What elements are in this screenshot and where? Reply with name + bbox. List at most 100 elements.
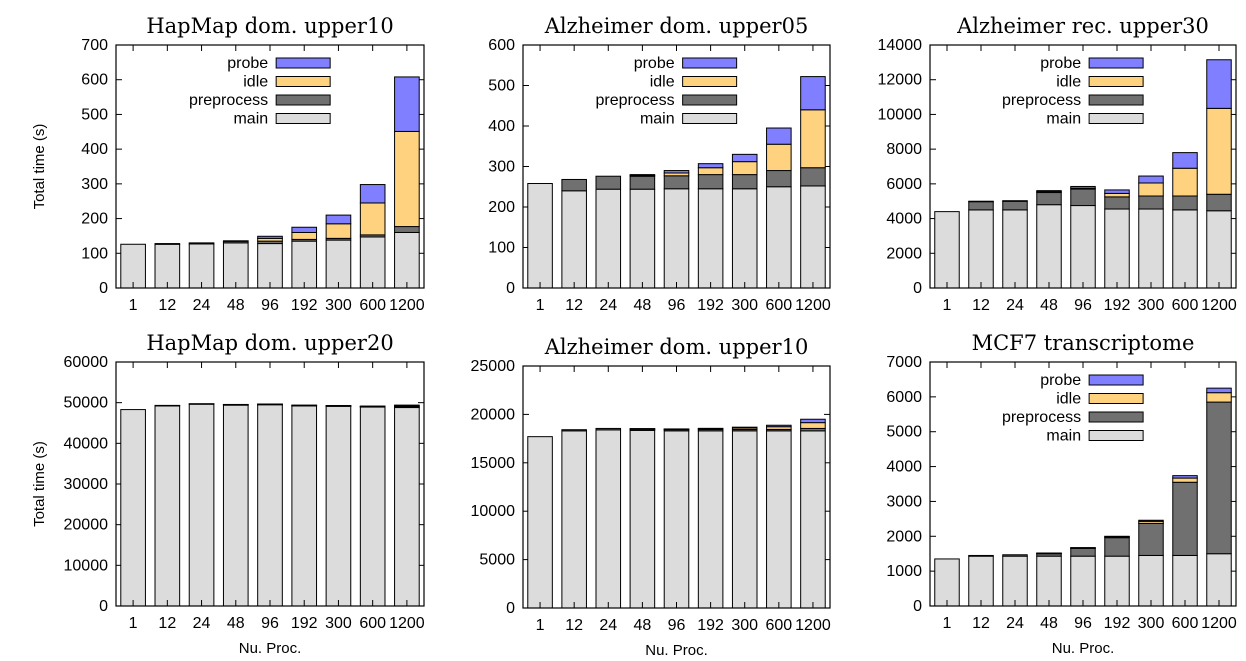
legend-label-main: main (1046, 428, 1081, 445)
chart-panel-5: Alzheimer dom. upper10 0 5000 10000 15000 200… (471, 335, 831, 659)
y-tick-label: 0 (506, 600, 515, 617)
y-tick-label: 40000 (64, 435, 109, 452)
bar-probe (325, 214, 352, 225)
bar-idle (1172, 477, 1198, 483)
y-tick-label: 50000 (64, 395, 109, 412)
bar-main (731, 430, 758, 609)
x-tick-label: 1200 (389, 615, 425, 632)
legend-label-main: main (233, 111, 268, 128)
y-tick-label: 0 (99, 598, 108, 615)
bar-probe (697, 163, 724, 169)
bar-idle (697, 167, 724, 176)
x-tick-label: 24 (193, 297, 211, 314)
bar-main (291, 405, 318, 607)
bar-probe (731, 426, 758, 429)
bar-main (120, 243, 146, 289)
bar-preprocess (1206, 193, 1232, 212)
y-tick-label: 15000 (471, 455, 516, 472)
bar-idle (800, 422, 826, 429)
legend-swatch-probe (682, 57, 738, 69)
x-tick-label: 1 (943, 297, 952, 314)
bar-probe (1138, 175, 1164, 184)
y-tick-label: 30000 (64, 476, 109, 493)
bar-probe (766, 424, 792, 428)
y-tick-label: 6000 (886, 389, 922, 406)
chart-panel-2: Alzheimer dom. upper05 0 100 200 300 400 500 60… (488, 14, 831, 314)
bar-preprocess (1002, 200, 1028, 211)
bar-preprocess (629, 175, 656, 190)
legend-swatch-preprocess (1088, 94, 1144, 106)
x-tick-label: 12 (158, 297, 176, 314)
chart-panel-3: Alzheimer rec. upper30 0 2000 4000 6000 8000 1… (878, 14, 1237, 314)
bar-main (629, 188, 656, 289)
bar-main (1104, 208, 1130, 289)
y-tick-label: 200 (488, 199, 515, 216)
y-tick-label: 2000 (886, 528, 922, 545)
plot-frame (929, 361, 1237, 607)
legend-swatch-main (275, 113, 331, 124)
bar-probe (800, 76, 826, 111)
x-tick-label: 12 (972, 615, 990, 632)
bar-preprocess (1070, 188, 1096, 207)
bar-main (595, 188, 622, 289)
y-tick-label: 4000 (886, 211, 922, 228)
x-tick-label: 300 (1138, 297, 1165, 314)
x-axis-label: Nu. Proc. (1052, 640, 1115, 657)
bar-preprocess (968, 554, 994, 557)
bar-main (934, 558, 960, 607)
bar-main (731, 188, 758, 289)
y-tick-label: 20000 (64, 517, 109, 534)
bar-probe (1138, 519, 1164, 522)
y-tick-label: 600 (488, 37, 515, 54)
legend-swatch-preprocess (1088, 411, 1144, 423)
y-tick-label: 20000 (471, 406, 516, 423)
bar-probe (257, 403, 283, 406)
bar-preprocess (1172, 481, 1198, 556)
bar-idle (800, 109, 826, 169)
bar-main (1172, 209, 1198, 289)
x-axis-label: Nu. Proc. (645, 642, 708, 659)
bar-probe (359, 184, 386, 204)
legend-swatch-probe (1088, 57, 1144, 69)
bar-preprocess (595, 427, 622, 431)
bar-main (222, 242, 249, 289)
bar-probe (291, 404, 318, 407)
x-tick-label: 24 (599, 617, 617, 634)
legend-label-idle: idle (1056, 391, 1081, 408)
x-tick-label: 300 (1138, 615, 1165, 632)
legend-swatch-main (1088, 113, 1144, 124)
bar-idle (1172, 167, 1198, 197)
bar-preprocess (154, 404, 181, 407)
bar-probe (629, 174, 656, 176)
bar-main (188, 243, 215, 289)
bar-probe (663, 428, 690, 431)
y-tick-label: 60000 (64, 354, 109, 371)
bar-main (697, 430, 724, 609)
plot-frame (115, 44, 425, 289)
x-tick-label: 48 (1040, 297, 1058, 314)
x-tick-label: 300 (731, 297, 758, 314)
bar-probe (1172, 152, 1198, 169)
x-tick-label: 12 (565, 617, 583, 634)
x-tick-label: 1200 (795, 297, 831, 314)
x-tick-label: 24 (599, 297, 617, 314)
bar-main (766, 186, 792, 289)
bar-main (120, 409, 146, 607)
x-tick-label: 48 (227, 615, 245, 632)
x-tick-label: 1 (536, 297, 545, 314)
legend-label-probe: probe (1040, 55, 1081, 72)
y-tick-label: 3000 (886, 493, 922, 510)
y-tick-label: 100 (488, 240, 515, 257)
chart-title: Alzheimer dom. upper10 (544, 335, 809, 359)
bar-preprocess (968, 201, 994, 211)
bar-preprocess (595, 175, 622, 190)
bar-main (257, 403, 283, 607)
bar-preprocess (697, 174, 724, 190)
bar-main (394, 407, 420, 607)
bar-main (968, 555, 994, 607)
x-tick-label: 96 (261, 615, 279, 632)
legend-swatch-main (682, 113, 738, 124)
